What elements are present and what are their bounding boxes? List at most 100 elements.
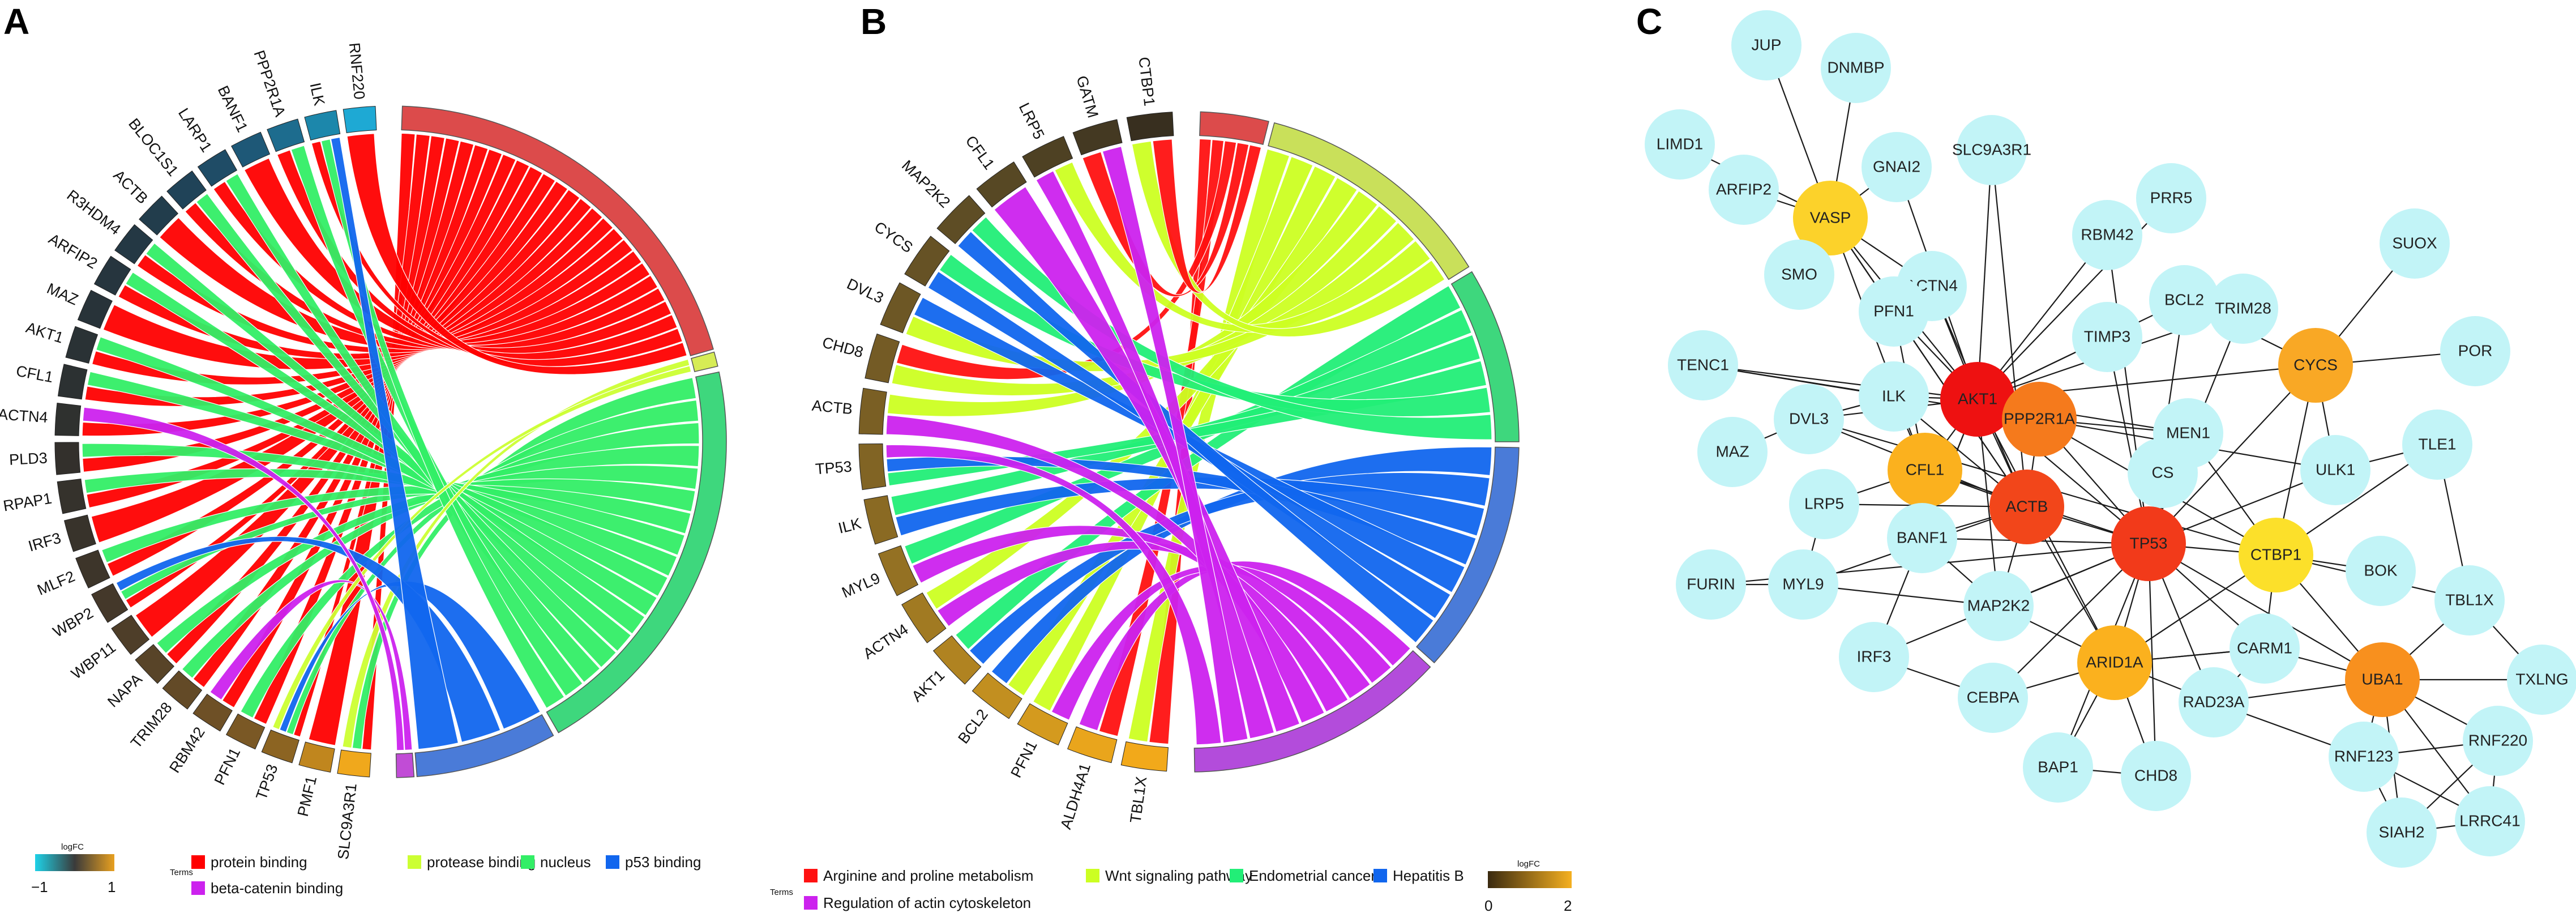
legend-b-term-5: Regulation of actin cytoskeleton — [823, 894, 1031, 911]
node-circle — [1697, 417, 1768, 487]
gene-label-cfl1: CFL1 — [15, 362, 54, 386]
a-ribbon — [293, 135, 446, 737]
gene-label-actb: ACTB — [811, 397, 854, 418]
gene-label-cycs: CYCS — [871, 218, 916, 256]
node-circle — [1839, 622, 1909, 692]
node-label: TENC1 — [1677, 356, 1729, 373]
a-ribbon — [192, 144, 489, 688]
gene-arc-ilk — [863, 495, 898, 545]
legend-b-swatch-2 — [1086, 869, 1099, 882]
node-circle — [2077, 625, 2152, 700]
node-myl9: MYL9 — [1768, 549, 1838, 620]
node-label: CARM1 — [2237, 639, 2292, 656]
b-ribbon — [1032, 156, 1313, 712]
gene-label-slc9a3r1: SLC9A3R1 — [335, 782, 360, 860]
gene-arc-napa — [135, 644, 175, 684]
legend-a-swatch-1 — [191, 855, 205, 869]
a-ribbon — [102, 228, 624, 370]
node-label: BANF1 — [1897, 528, 1948, 546]
node-circle — [2345, 642, 2420, 717]
node-circle — [2239, 518, 2313, 592]
gene-label-pld3: PLD3 — [8, 449, 48, 468]
a-ribbon — [118, 239, 634, 360]
gene-arc-rbm42 — [192, 693, 233, 732]
node-label: MAP2K2 — [1967, 596, 2030, 614]
gene-label-map2k2: MAP2K2 — [898, 157, 953, 211]
panel-a-chord-diagram: A SLC9A3R1 PMF1 TP53 PFN1RBM42TRIM28NAPAWBP… — [0, 1, 727, 897]
a-ribbon — [209, 579, 413, 751]
legend-a-logfc-title: logFC — [61, 842, 84, 852]
gene-label-r3hdm4: R3HDM4 — [64, 186, 124, 238]
node-circle — [2455, 786, 2525, 856]
node-arid1a: ARID1A — [2077, 625, 2152, 700]
a-ribbon — [95, 336, 658, 616]
legend-a-term-3: nucleus — [540, 854, 591, 871]
gene-arc-maz — [77, 289, 113, 329]
legend-a-terms-title: Terms — [170, 868, 193, 877]
gene-arc-ppp2r1a — [267, 118, 305, 152]
node-label: BOK — [2364, 561, 2397, 579]
gene-label-actn4: ACTN4 — [0, 406, 49, 426]
node-rnf220: RNF220 — [2463, 706, 2533, 776]
legend-b-max: 2 — [1564, 897, 1572, 914]
gene-arc-myl9 — [878, 545, 919, 596]
node-label: BAP1 — [2038, 758, 2078, 775]
node-label: DVL3 — [1789, 410, 1829, 427]
node-dvl3: DVL3 — [1774, 384, 1844, 454]
node-circle — [2111, 506, 2186, 581]
gene-label-tp53: TP53 — [815, 458, 853, 478]
node-circle — [1764, 240, 1834, 310]
node-circle — [2149, 265, 2219, 335]
node-circle — [2507, 645, 2576, 715]
gene-label-gatm: GATM — [1073, 74, 1101, 120]
node-circle — [1940, 362, 2015, 437]
node-por: POR — [2440, 316, 2510, 386]
gene-arc-irf3 — [63, 514, 96, 552]
node-uba1: UBA1 — [2345, 642, 2420, 717]
gene-label-bcl2: BCL2 — [955, 706, 991, 747]
panel-b-ribbons — [885, 138, 1492, 745]
node-banf1: BANF1 — [1887, 503, 1957, 573]
node-label: TXLNG — [2515, 670, 2568, 688]
node-label: SLC9A3R1 — [1952, 140, 2031, 158]
node-circle — [1888, 433, 1962, 507]
gene-label-banf1: BANF1 — [215, 83, 251, 135]
a-term-arc-5 — [395, 752, 415, 778]
gene-label-dvl3: DVL3 — [844, 275, 886, 307]
gene-arc-cfl1 — [976, 161, 1027, 208]
node-label: SUOX — [2392, 234, 2437, 251]
gene-label-bloc1s1: BLOC1S1 — [125, 115, 182, 179]
gene-arc-tp53 — [858, 443, 887, 491]
node-label: ILK — [1882, 387, 1906, 404]
gene-arc-arfip2 — [93, 255, 131, 296]
node-label: CS — [2152, 463, 2174, 481]
node-circle — [1645, 109, 1715, 180]
gene-label-trim28: TRIM28 — [127, 699, 176, 752]
node-circle — [1887, 503, 1957, 573]
node-timp3: TIMP3 — [2072, 302, 2142, 372]
gene-arc-ilk — [304, 110, 341, 141]
node-txlng: TXLNG — [2507, 645, 2576, 715]
panel-a-letter: A — [3, 1, 29, 42]
node-label: AKT1 — [1958, 390, 1997, 407]
node-limd1: LIMD1 — [1645, 109, 1715, 180]
node-circle — [1768, 549, 1838, 620]
gene-label-rbm42: RBM42 — [166, 724, 208, 776]
b-ribbon — [1051, 564, 1392, 721]
a-ribbon — [86, 181, 568, 509]
gene-arc-gatm — [1072, 119, 1123, 156]
node-label: UBA1 — [2361, 670, 2403, 688]
legend-a-swatch-2 — [408, 855, 421, 869]
node-label: CHD8 — [2134, 766, 2177, 784]
node-label: ARID1A — [2086, 653, 2143, 671]
a-term-arc-1 — [401, 105, 714, 357]
b-ribbon — [994, 186, 1300, 733]
b-ribbon — [885, 415, 1325, 724]
node-label: MYL9 — [1782, 575, 1824, 592]
node-circle — [2179, 667, 2249, 737]
gene-arc-cycs — [904, 236, 950, 287]
gene-label-pfn1: PFN1 — [1007, 738, 1040, 780]
gene-label-ilk: ILK — [306, 81, 328, 107]
node-circle — [1862, 132, 1932, 202]
